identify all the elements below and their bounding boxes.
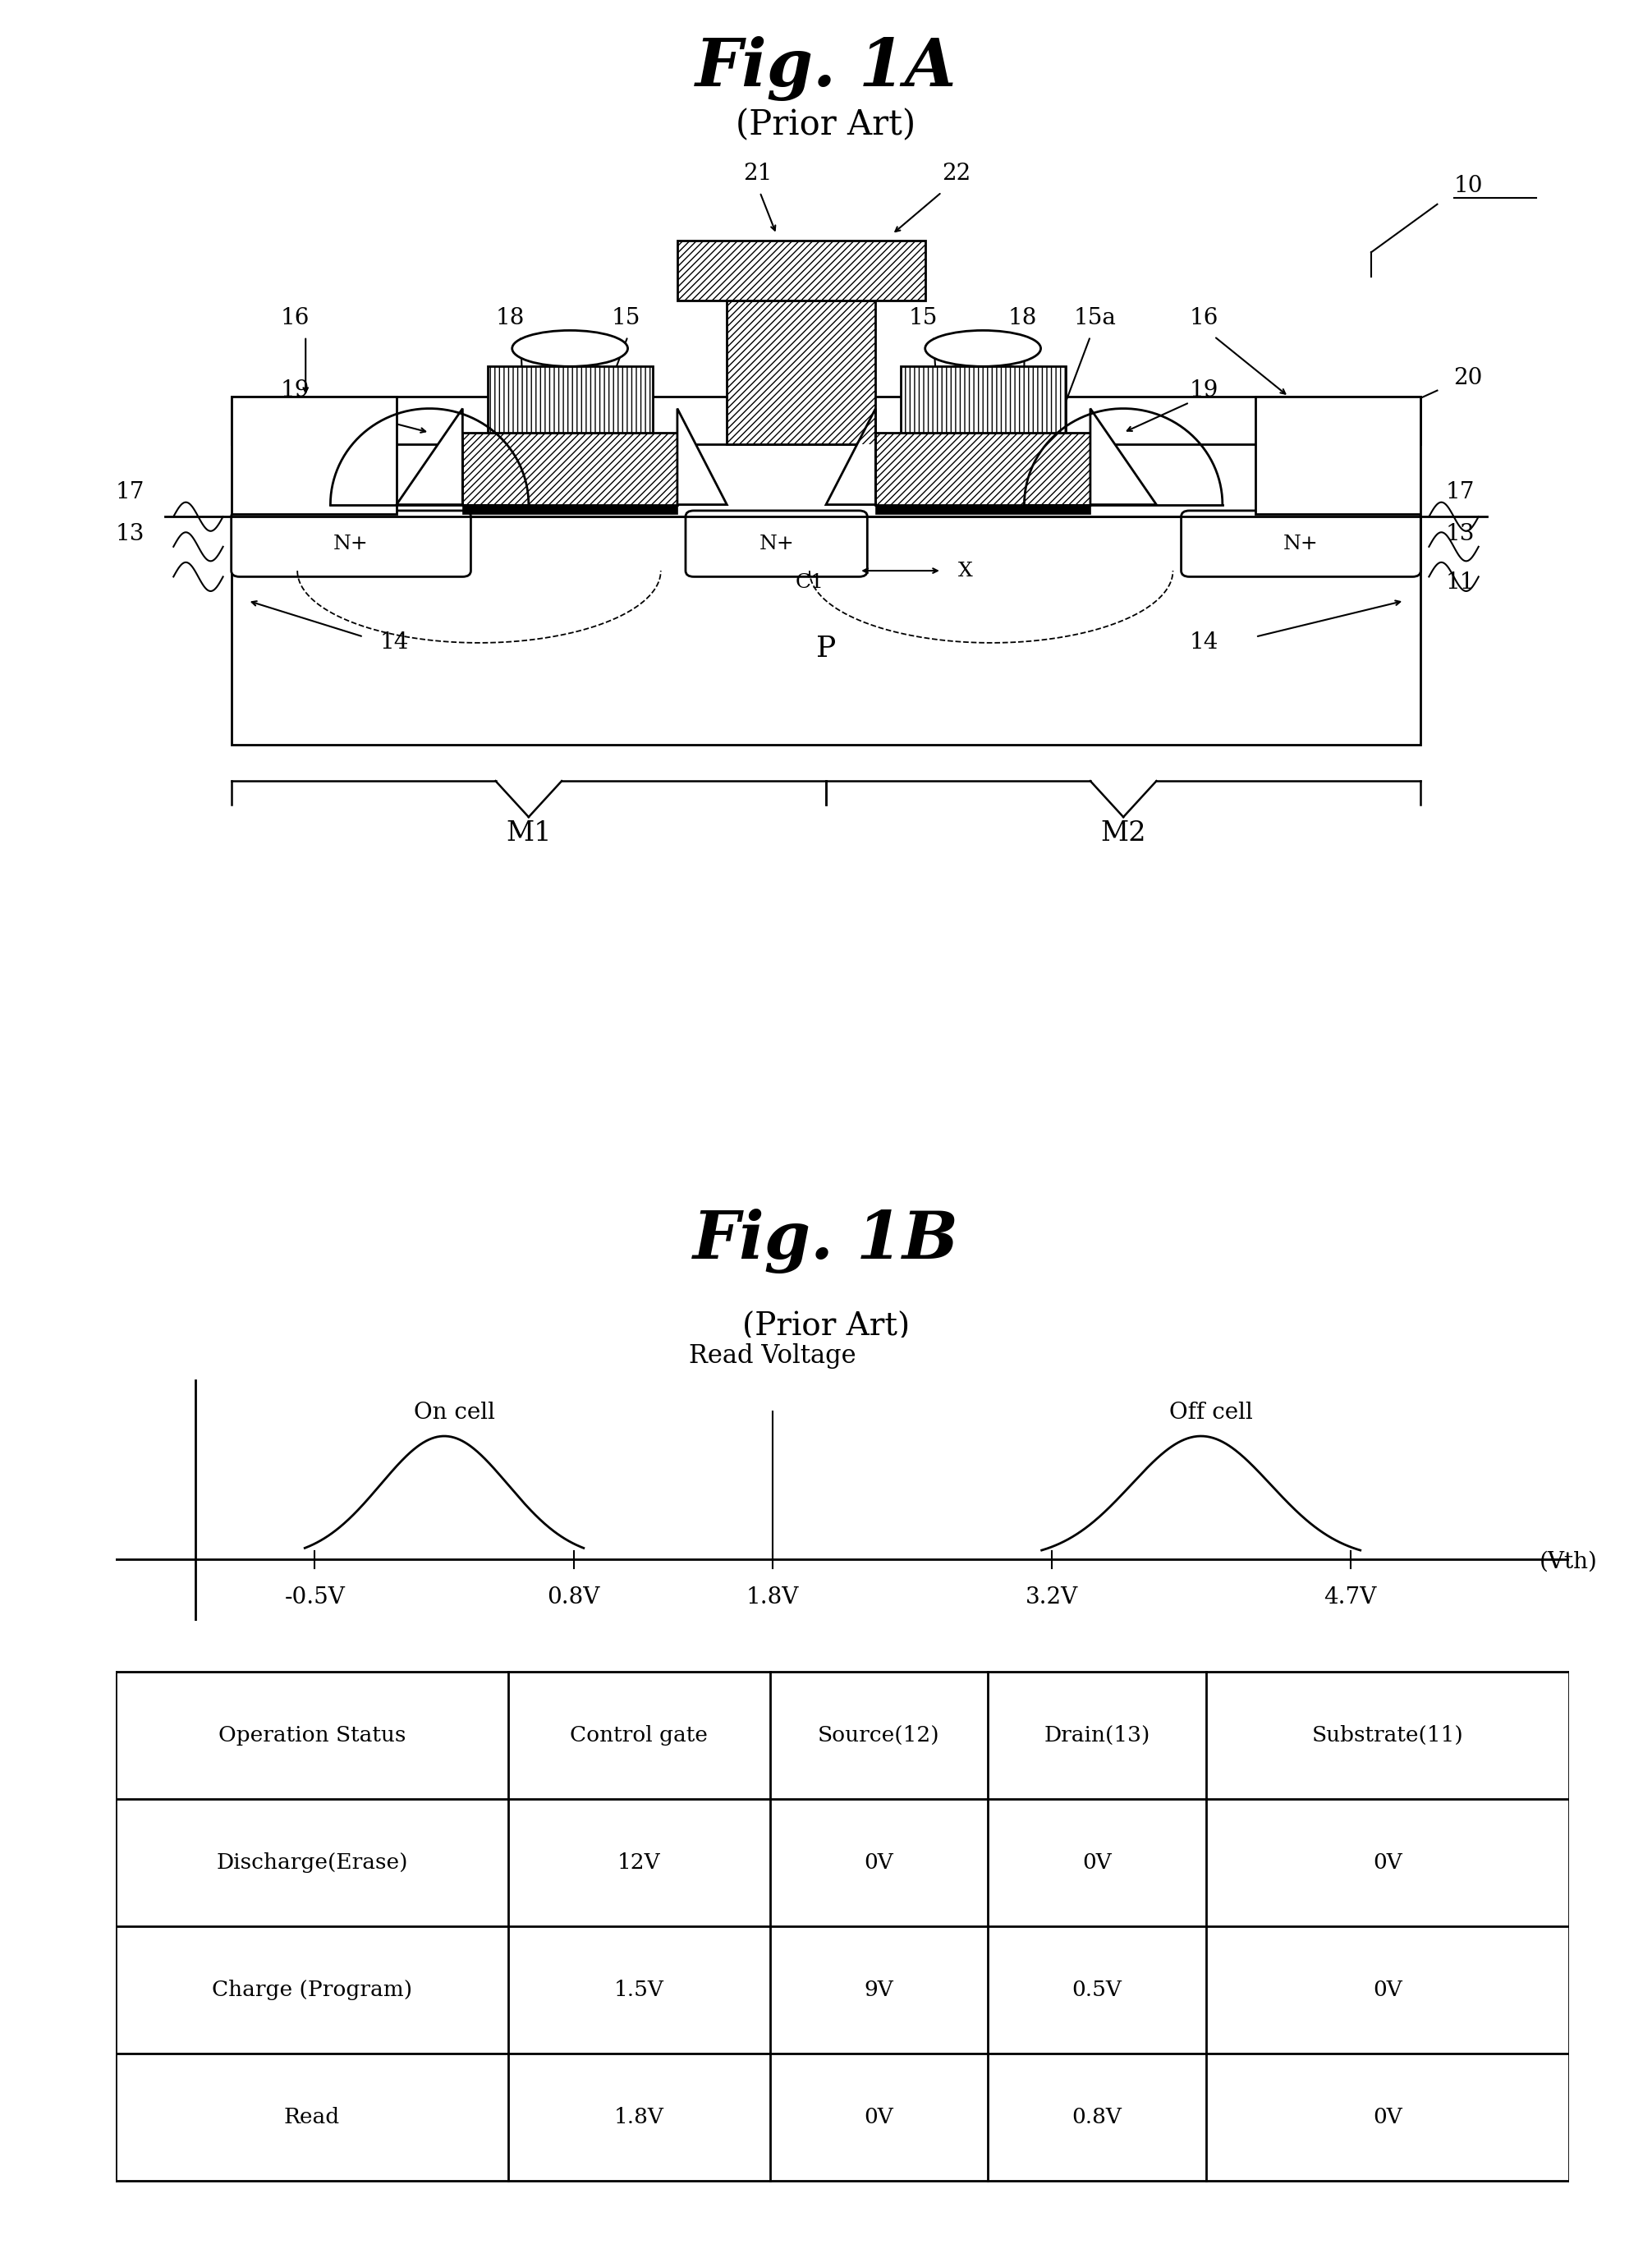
Text: 0V: 0V [1373,1852,1403,1873]
Text: On cell: On cell [413,1401,496,1424]
Polygon shape [1090,408,1156,506]
Bar [677,240,925,299]
Bar [727,299,876,444]
Text: Drain(13): Drain(13) [1044,1725,1150,1746]
Text: M1: M1 [506,821,552,848]
Text: N+: N+ [1284,535,1318,553]
Text: N+: N+ [334,535,368,553]
Text: (Prior Art): (Prior Art) [742,1313,910,1342]
Bar [1256,397,1421,515]
FancyBboxPatch shape [231,510,471,576]
Text: 15a: 15a [1074,306,1117,329]
Bar [900,367,1066,433]
Ellipse shape [512,331,628,367]
Text: Fig. 1B: Fig. 1B [692,1208,960,1274]
Text: 0.8V: 0.8V [547,1587,600,1610]
Bar [677,240,925,299]
Text: 16: 16 [1189,306,1219,329]
Text: 11: 11 [1446,571,1475,594]
Text: 14: 14 [380,632,410,653]
Text: Fig. 1A: Fig. 1A [695,36,957,102]
Text: 1.5V: 1.5V [615,1979,664,1999]
Text: Read Voltage: Read Voltage [689,1342,856,1369]
Text: 0V: 0V [1082,1852,1112,1873]
Text: Operation Status: Operation Status [218,1725,406,1746]
Text: Control gate: Control gate [570,1725,709,1746]
Text: 22: 22 [942,163,971,186]
Polygon shape [677,408,727,506]
Text: Off cell: Off cell [1170,1401,1252,1424]
Text: Discharge(Erase): Discharge(Erase) [216,1852,408,1873]
Text: 18: 18 [1008,306,1037,329]
Text: 10: 10 [1454,175,1483,197]
Bar [487,367,653,433]
Bar [876,506,1090,515]
Text: 0.8V: 0.8V [1072,2106,1122,2126]
Bar [231,517,1421,746]
Bar [463,506,677,515]
Text: 18: 18 [496,306,525,329]
Text: 20: 20 [1454,367,1483,390]
Bar [231,397,1421,444]
Text: 17: 17 [116,481,145,503]
Polygon shape [826,408,876,506]
Text: X: X [958,562,973,580]
Text: 0V: 0V [1373,1979,1403,1999]
Ellipse shape [925,331,1041,367]
Text: 1.8V: 1.8V [747,1587,800,1610]
Text: 3.2V: 3.2V [1026,1587,1079,1610]
Text: N+: N+ [758,535,795,553]
Bar [900,367,1066,433]
Bar [463,433,677,506]
Text: 12V: 12V [618,1852,661,1873]
Text: Charge (Program): Charge (Program) [211,1979,411,1999]
Text: -0.5V: -0.5V [284,1587,345,1610]
Text: 1.8V: 1.8V [615,2106,664,2126]
Text: M2: M2 [1100,821,1146,848]
Text: 13: 13 [1446,524,1475,546]
Text: 19: 19 [1189,379,1219,401]
Text: 0V: 0V [1373,2106,1403,2126]
Text: (Vth): (Vth) [1540,1551,1597,1573]
Text: 16: 16 [281,306,311,329]
Text: 9V: 9V [864,1979,894,1999]
Text: P: P [816,635,836,662]
Text: Source(12): Source(12) [818,1725,940,1746]
Text: C1: C1 [795,574,824,592]
Text: 19: 19 [281,379,311,401]
Bar [487,367,653,433]
Text: 21: 21 [743,163,773,186]
Polygon shape [396,408,463,506]
Text: 0V: 0V [864,1852,894,1873]
Bar [463,433,677,506]
Text: Substrate(11): Substrate(11) [1312,1725,1464,1746]
Text: 17: 17 [1446,481,1475,503]
Text: 15: 15 [611,306,641,329]
Bar [727,299,876,444]
Text: (Prior Art): (Prior Art) [737,109,915,143]
FancyBboxPatch shape [686,510,867,576]
Text: 14: 14 [1189,632,1219,653]
Text: 0.5V: 0.5V [1072,1979,1122,1999]
Text: 13: 13 [116,524,145,546]
Text: 0V: 0V [864,2106,894,2126]
Bar [876,433,1090,506]
Text: 4.7V: 4.7V [1323,1587,1376,1610]
Text: 15: 15 [909,306,938,329]
Bar [876,433,1090,506]
FancyBboxPatch shape [1181,510,1421,576]
Text: Read: Read [284,2106,340,2126]
Bar [231,397,396,515]
